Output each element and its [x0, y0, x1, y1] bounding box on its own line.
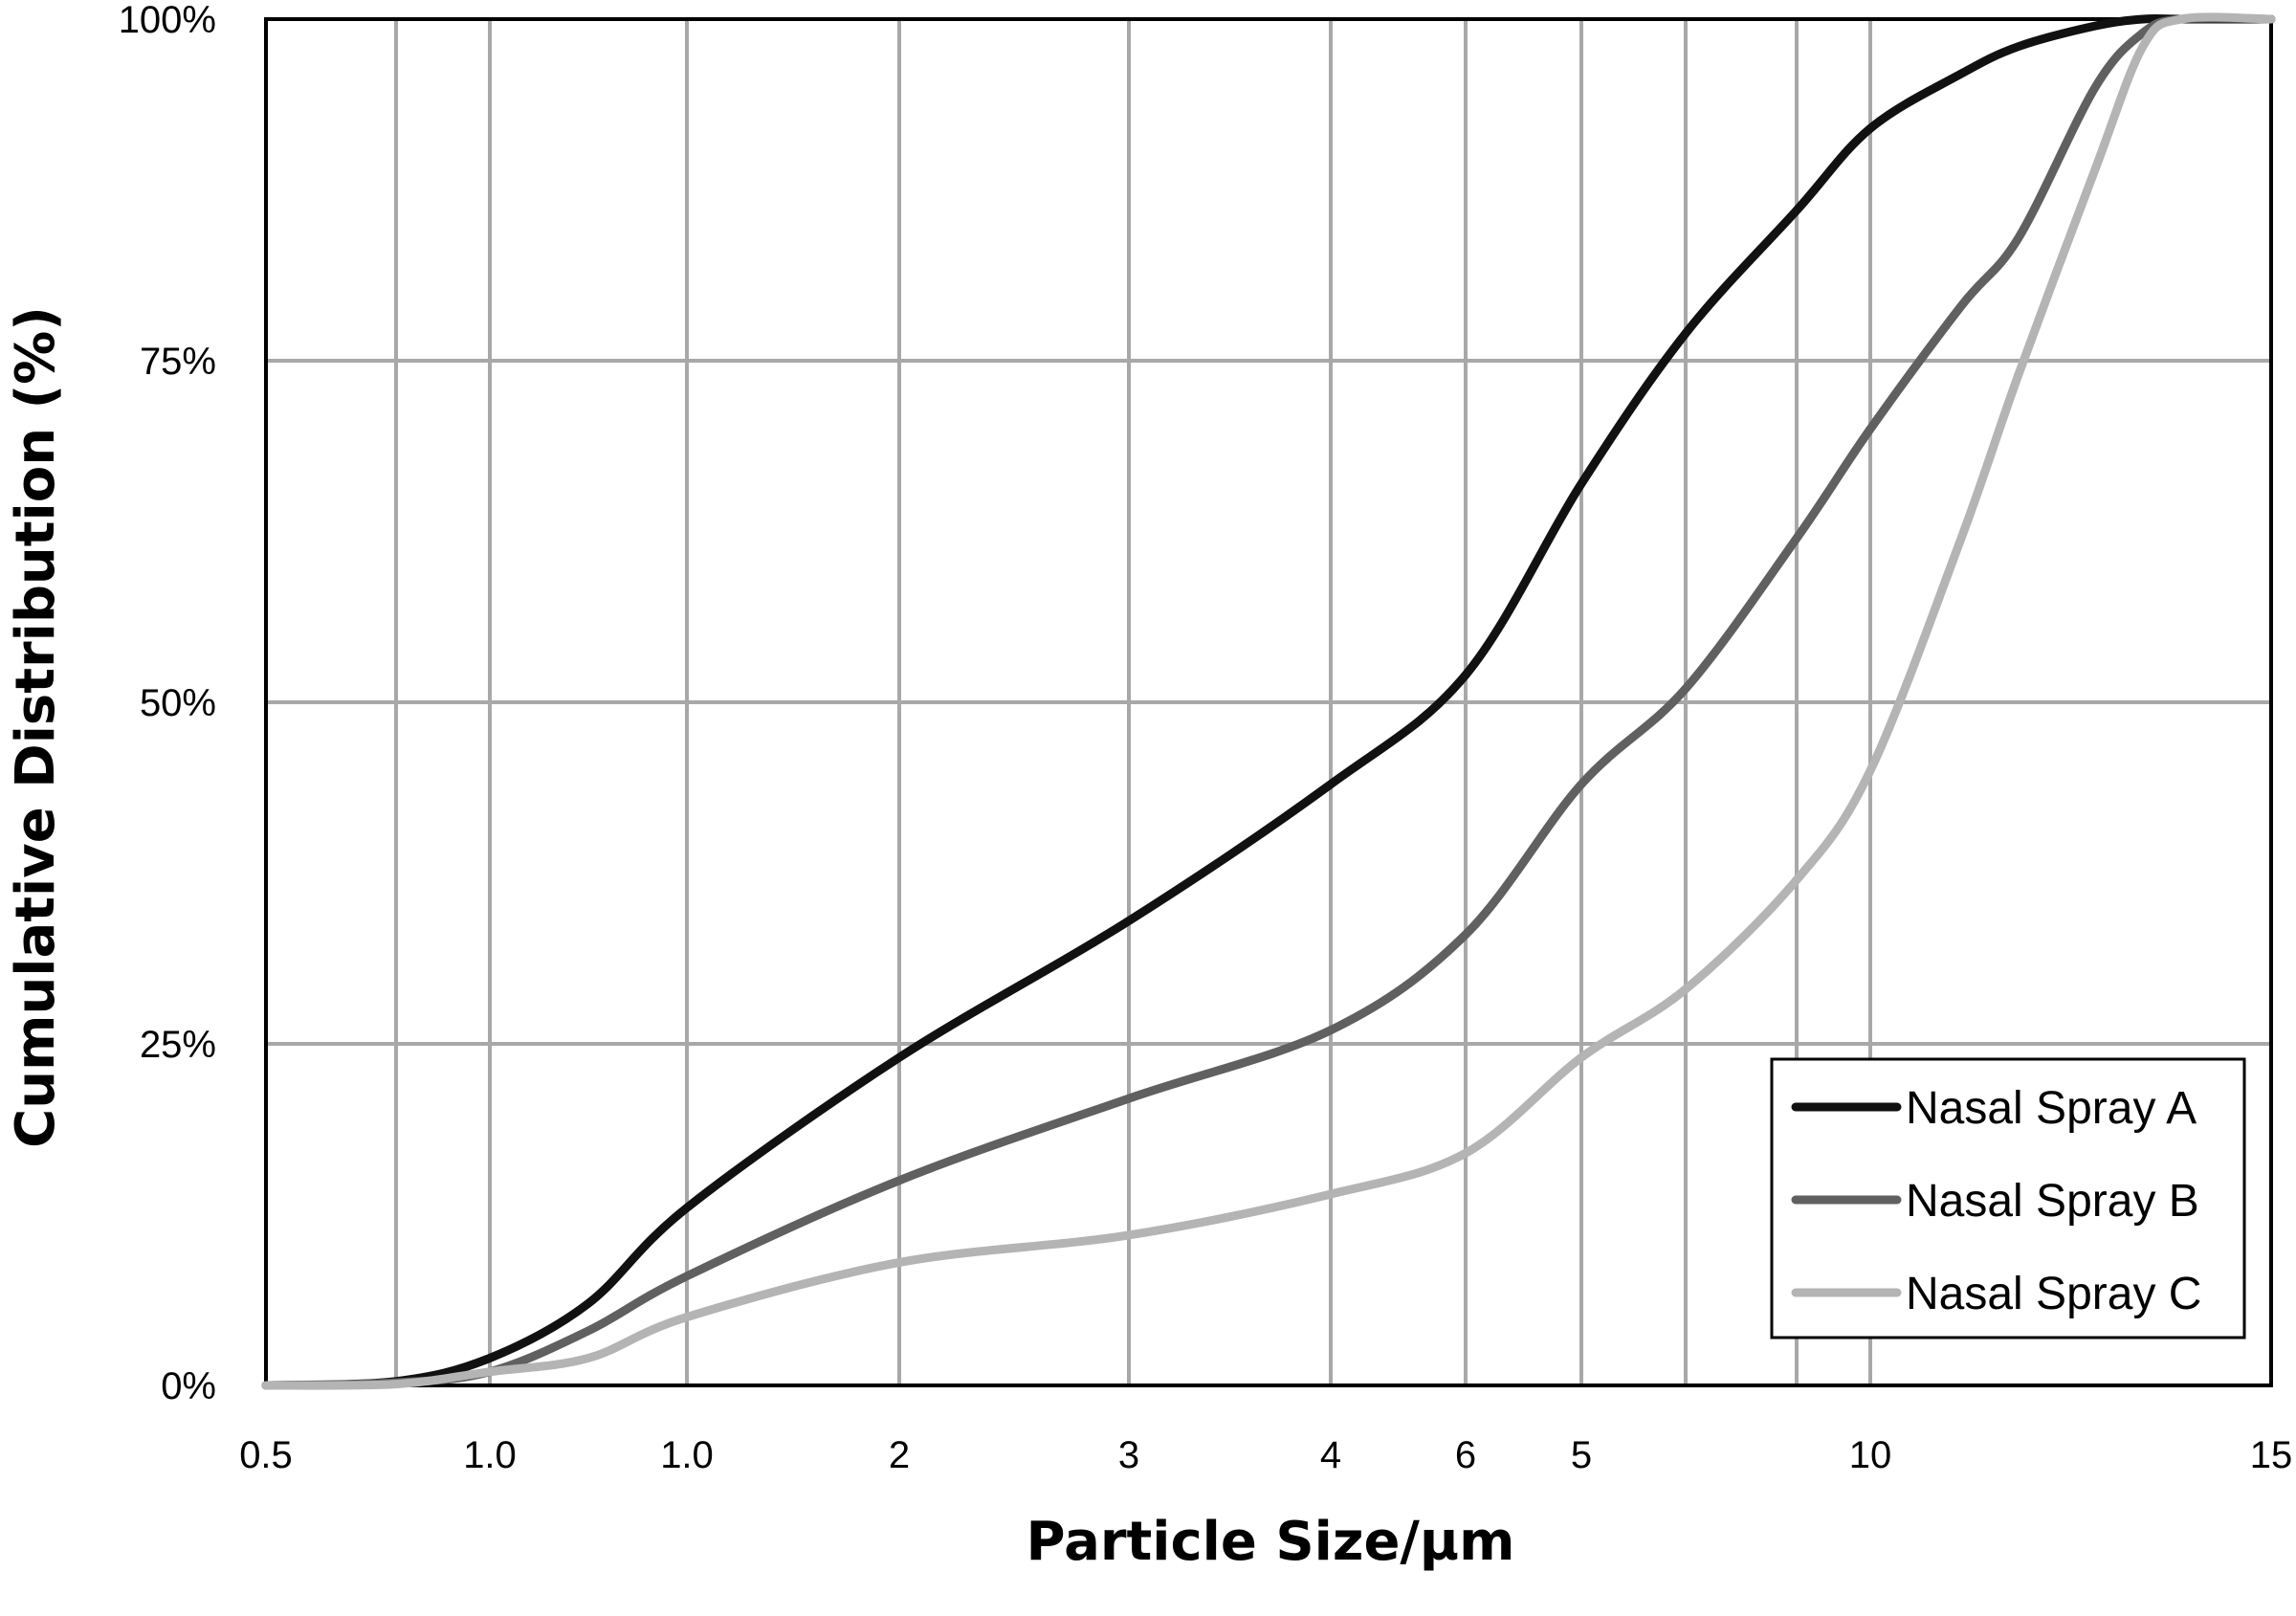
- x-axis-title: Particle Size/µm: [1027, 1511, 1515, 1573]
- legend: Nasal Spray A Nasal Spray B Nasal Spray C: [1770, 1057, 2246, 1339]
- y-tick-label: 75%: [140, 341, 216, 383]
- y-tick-label: 25%: [140, 1024, 216, 1066]
- y-tick-label: 100%: [119, 0, 216, 41]
- x-tick-label: 1.0: [660, 1434, 714, 1476]
- series-line-b: [261, 13, 2276, 1390]
- y-tick-labels: 0% 25% 50% 75% 100%: [119, 0, 216, 1407]
- legend-label: Nasal Spray B: [1906, 1176, 2199, 1227]
- x-tick-label: 3: [1118, 1434, 1139, 1476]
- x-tick-label: 6: [1455, 1434, 1476, 1476]
- legend-label: Nasal Spray A: [1906, 1083, 2197, 1134]
- y-tick-label: 0%: [161, 1365, 216, 1407]
- x-tick-label: 10: [1849, 1434, 1892, 1476]
- x-tick-label: 1.0: [463, 1434, 517, 1476]
- series-line-c: [261, 12, 2276, 1390]
- plot-area-frame: [264, 17, 2273, 1387]
- x-tick-label: 4: [1320, 1434, 1341, 1476]
- y-tick-label: 50%: [140, 682, 216, 724]
- y-axis-title: Cumulative Distribution (%): [5, 306, 67, 1148]
- legend-label: Nasal Spray C: [1906, 1269, 2201, 1319]
- x-tick-label: 2: [889, 1434, 910, 1476]
- series-line-a: [261, 13, 2276, 1390]
- x-tick-labels: 0.5 1.0 1.0 2 3 4 6 5 10 15: [239, 1434, 2292, 1476]
- x-tick-label: 15: [2250, 1434, 2293, 1476]
- series-lines: [261, 12, 2276, 1390]
- x-tick-label: 5: [1571, 1434, 1592, 1476]
- x-tick-label: 0.5: [239, 1434, 293, 1476]
